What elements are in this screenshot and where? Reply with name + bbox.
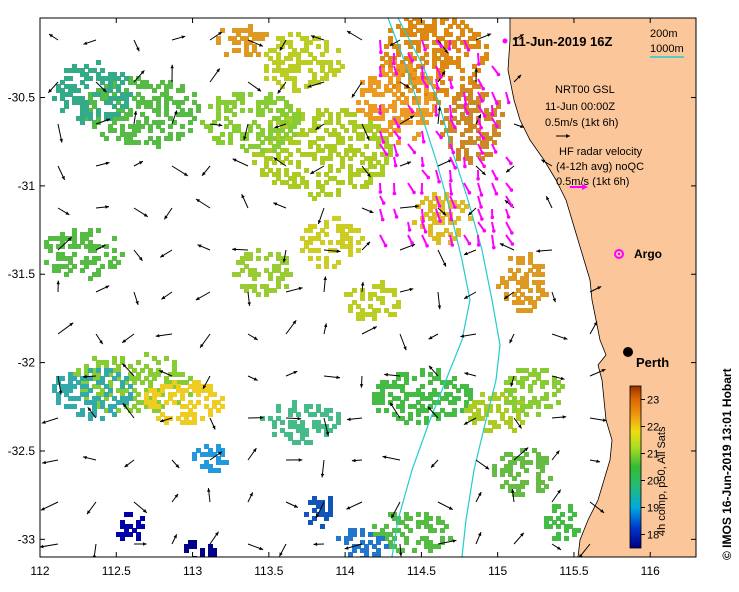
x-tick-label: 113.5 [254,564,283,578]
colorbar [629,385,642,549]
y-tick-label: -32 [18,356,36,370]
map-title: 11-Jun-2019 16Z [512,34,613,49]
land-mass [507,18,696,557]
radar-scale-label: 0.5m/s (1kt 6h) [556,176,629,188]
x-tick-label: 114.5 [407,564,436,578]
model-scale-label: 0.5m/s (1kt 6h) [545,117,618,129]
plot-frame [39,17,697,558]
colorbar-tick-label: 18 [647,530,659,542]
isobath-200m [397,18,501,557]
isobath-200-label: 200m [650,28,678,40]
x-tick-label: 115 [488,564,507,578]
colorbar-tick-label: 20 [647,476,659,488]
colorbar-tick-label: 19 [647,503,659,515]
current-vector-layer [40,30,607,557]
sst-pixels-layer [44,18,581,557]
perth-label: Perth [636,355,669,370]
x-axis: 112 112.5 113 113.5 114 114.5 115 115.5 116 [30,18,660,578]
x-tick-label: 114 [336,564,355,578]
hf-radar-vector-layer [378,39,515,250]
colorbar-tick-label: 21 [647,449,659,461]
x-tick-label: 116 [641,564,660,578]
isobath-layer [387,18,501,557]
y-tick-label: -33 [18,532,36,546]
colorbar-ticks: 23 22 21 20 19 18 [641,395,659,542]
radar-label-line2: (4-12h avg) noQC [556,161,644,173]
argo-float-icon [614,249,624,259]
model-name-label: NRT00 GSL [555,84,615,96]
radar-label-line1: HF radar velocity [559,146,643,158]
y-tick-label: -31 [18,179,36,193]
argo-label: Argo [634,247,662,261]
x-tick-label: 112 [30,564,49,578]
y-axis: -30.5 -31 -31.5 -32 -32.5 -33 [8,91,696,546]
y-tick-label: -32.5 [8,444,36,458]
x-tick-label: 115.5 [559,564,588,578]
x-tick-label: 113 [183,564,202,578]
model-scale-arrowhead-icon [566,134,570,138]
isobath-1000m [387,18,471,557]
title-marker-icon [502,38,508,44]
colorbar-tick-label: 23 [647,395,659,407]
y-tick-label: -31.5 [8,267,36,281]
y-tick-label: -30.5 [8,91,36,105]
model-time-label: 11-Jun 00:00Z [545,101,615,113]
colorbar-tick-label: 22 [647,422,659,434]
x-tick-label: 112.5 [102,564,131,578]
isobath-1000-label: 1000m [650,43,684,55]
credit-text: © IMOS 16-Jun-2019 13:01 Hobart [720,368,734,560]
perth-city-marker-icon [623,347,633,357]
colorbar-label: 4h comp, p50, All Sats [656,426,668,536]
radar-scale-arrowhead-icon [582,184,588,190]
